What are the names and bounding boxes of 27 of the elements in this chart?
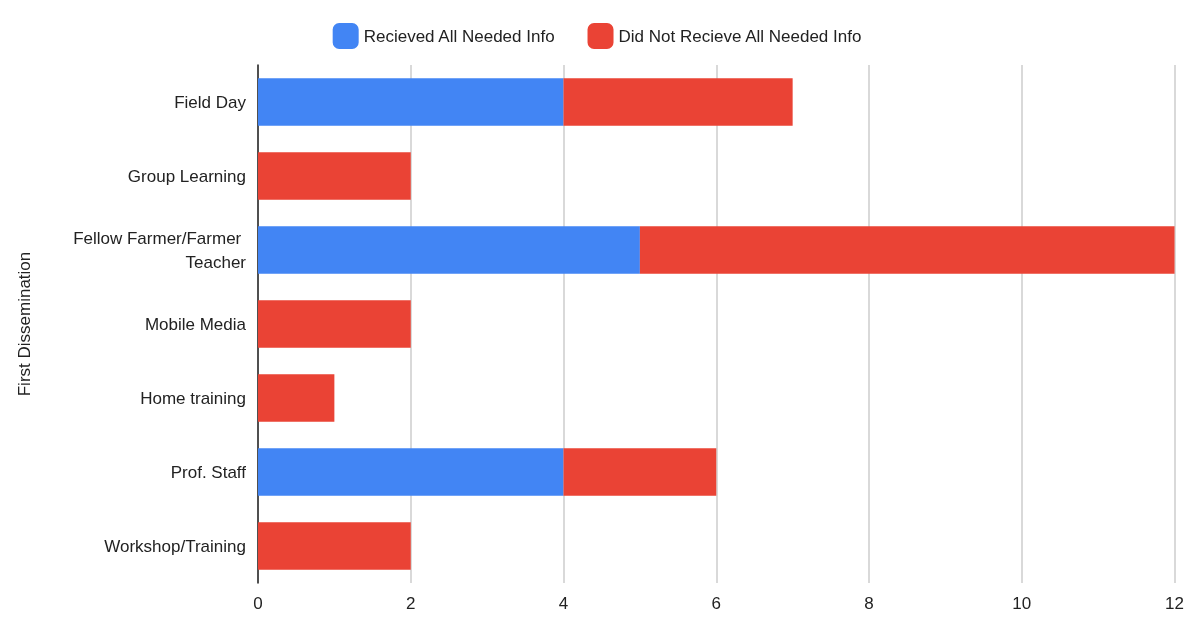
legend-label: Did Not Recieve All Needed Info [618,26,862,46]
bar [639,226,1175,274]
x-tick-label: 12 [1165,594,1185,613]
y-axis-title: First Dissemination [15,251,34,397]
y-tick-label: Group Learning [127,166,246,186]
bar [563,448,717,496]
y-tick-label: Home training [140,388,246,408]
y-tick-label: Mobile Media [144,314,247,334]
x-tick-label: 4 [558,594,569,613]
bar [258,522,411,570]
y-tick-label: Fellow Farmer/Farmer Teacher [73,228,247,272]
y-tick-label: Workshop/Training [104,536,246,556]
x-tick-label: 0 [253,594,263,613]
bar [258,78,564,126]
bar [258,152,411,200]
legend-label: Recieved All Needed Info [363,26,555,46]
bar [563,78,793,126]
x-tick-label: 2 [406,594,416,613]
bar [258,226,640,274]
bar [258,374,335,422]
y-tick-label: Prof. Staff [170,462,247,482]
x-tick-label: 8 [864,594,874,613]
y-tick-label: Field Day [174,92,247,112]
x-tick-label: 6 [711,594,722,613]
bar [258,300,411,348]
x-tick-label: 10 [1012,594,1032,613]
bar [258,448,564,496]
